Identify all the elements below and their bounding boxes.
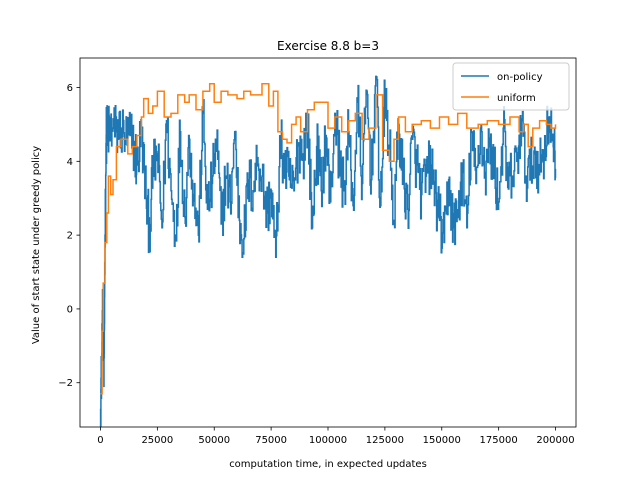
y-tick-label: −2 [58, 378, 73, 389]
x-tick-label: 0 [97, 435, 103, 446]
x-tick-label: 200000 [536, 435, 574, 446]
x-tick-label: 100000 [309, 435, 347, 446]
chart-title: Exercise 8.8 b=3 [277, 39, 379, 53]
y-tick-label: 6 [67, 83, 73, 94]
axes: 0 25000 50000 75000 100000 125000 150000 175000… [58, 57, 577, 446]
legend-label-uniform: uniform [497, 93, 536, 104]
plot-area [99, 75, 557, 427]
series-line-uniform [100, 83, 557, 395]
legend-label-on-policy: on-policy [497, 72, 543, 83]
x-tick-label: 25000 [141, 435, 173, 446]
legend: on-policy uniform [452, 62, 570, 111]
legend-frame [452, 62, 570, 111]
x-tick-label: 75000 [255, 435, 287, 446]
x-tick-label: 50000 [198, 435, 230, 446]
series-line-on-policy [99, 75, 557, 427]
x-tick-label: 125000 [366, 435, 404, 446]
series-group [99, 75, 557, 427]
y-tick-label: 4 [67, 157, 73, 168]
x-tick-label: 150000 [423, 435, 461, 446]
y-axis-label: Value of start state under greedy policy [31, 146, 42, 344]
y-tick-label: 2 [67, 231, 73, 242]
x-tick-label: 175000 [480, 435, 518, 446]
x-axis-label: computation time, in expected updates [229, 459, 427, 470]
y-tick-label: 0 [67, 304, 73, 315]
